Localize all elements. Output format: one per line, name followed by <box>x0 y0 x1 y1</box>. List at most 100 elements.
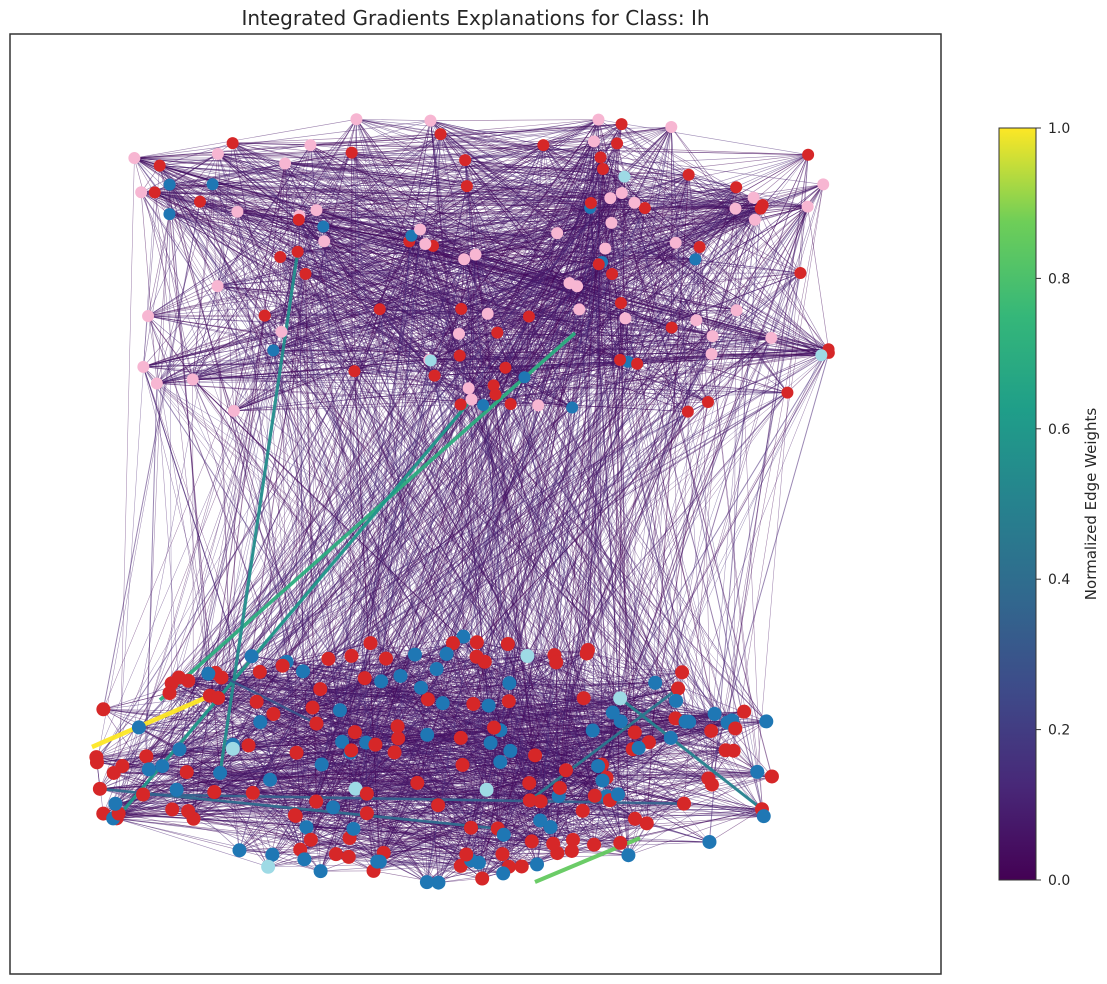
graph-node <box>347 725 362 740</box>
graph-edge <box>192 379 532 842</box>
graph-node <box>241 738 256 753</box>
graph-edge <box>193 818 273 855</box>
graph-edge <box>320 403 511 690</box>
graph-node <box>313 682 328 697</box>
graph-node <box>759 714 774 729</box>
graph-edge <box>524 377 767 722</box>
graph-edge <box>571 808 762 852</box>
graph-node <box>496 827 511 842</box>
graph-edge <box>264 256 281 316</box>
graph-node <box>573 303 586 316</box>
graph-edge <box>193 818 572 852</box>
graph-node <box>378 651 393 666</box>
graph-edge <box>628 808 763 856</box>
graph-edge <box>284 163 312 840</box>
graph-edge <box>470 392 788 828</box>
graph-node <box>295 664 310 679</box>
graph-node <box>681 405 694 418</box>
graph-edge <box>481 820 541 879</box>
graph-edge <box>142 197 754 795</box>
graph-edge <box>143 366 269 867</box>
graph-node <box>611 787 626 802</box>
graph-node <box>292 213 305 226</box>
graph-edge <box>217 285 621 361</box>
graph-node <box>678 714 693 729</box>
graph-edge <box>478 803 685 863</box>
graph-node <box>434 128 447 141</box>
graph-node <box>566 401 579 414</box>
graph-node <box>613 691 628 706</box>
graph-node <box>533 794 548 809</box>
graph-edge <box>154 192 193 380</box>
graph-edge <box>102 201 201 710</box>
graph-node <box>374 674 389 689</box>
colorbar-label: Normalized Edge Weights <box>1082 408 1100 601</box>
graph-edge <box>252 399 472 794</box>
graph-edge <box>273 309 737 715</box>
graph-edge <box>604 248 648 824</box>
graph-edge <box>493 141 595 728</box>
graph-node <box>303 832 318 847</box>
graph-node <box>420 692 435 707</box>
graph-edge <box>296 333 460 753</box>
graph-edge <box>300 198 611 850</box>
graph-node <box>267 344 280 357</box>
graph-edge <box>671 126 736 209</box>
graph-node <box>153 159 166 172</box>
colorbar: 0.0 0.2 0.4 0.6 0.8 1.0 Normalized Edge Weigh… <box>998 121 1100 889</box>
graph-edge <box>146 210 317 757</box>
graph-node <box>585 723 600 738</box>
graph-edge <box>323 226 354 829</box>
graph-edge <box>237 211 474 705</box>
graph-edge <box>543 145 600 265</box>
graph-edge <box>458 232 558 334</box>
graph-edge <box>147 315 323 765</box>
graph-node <box>704 723 719 738</box>
graph-node <box>621 848 636 863</box>
graph-edge <box>310 119 599 146</box>
graph-edge <box>156 248 606 384</box>
graph-edge <box>620 206 809 722</box>
graph-node <box>594 151 607 164</box>
graph-edge <box>555 174 689 663</box>
graph-node <box>106 765 121 780</box>
graph-edge <box>468 388 733 721</box>
graph-edge <box>113 718 676 819</box>
graph-node <box>456 629 471 644</box>
graph-edge <box>232 359 430 749</box>
graph-edge <box>298 219 539 406</box>
graph-node <box>604 192 617 205</box>
graph-node <box>693 240 706 253</box>
graph-edge <box>332 807 428 883</box>
graph-edge <box>299 192 622 217</box>
graph-edge <box>285 163 611 199</box>
graph-node <box>631 357 644 370</box>
graph-edge <box>625 318 689 412</box>
graph-node <box>186 373 199 386</box>
graph-edge <box>281 258 465 333</box>
graph-edge <box>733 184 824 751</box>
graph-edge <box>298 219 380 310</box>
graph-edge <box>436 254 476 670</box>
graph-edge <box>286 145 544 662</box>
highlighted-edge <box>91 695 206 750</box>
graph-edge <box>214 141 595 793</box>
graph-edge <box>154 192 761 209</box>
graph-edge <box>438 878 483 883</box>
graph-node <box>439 646 454 661</box>
graph-edge <box>142 366 305 860</box>
graph-edge <box>736 186 808 207</box>
graph-edge <box>452 403 512 644</box>
graph-edge <box>409 241 764 817</box>
graph-edge <box>316 210 422 688</box>
graph-edge <box>193 815 296 820</box>
graph-node <box>802 148 815 161</box>
graph-edge <box>169 184 491 744</box>
graph-edge <box>192 379 621 722</box>
graph-edge <box>142 392 788 795</box>
graph-node <box>641 735 656 750</box>
graph-edge <box>452 394 496 644</box>
graph-node <box>675 665 690 680</box>
graph-edge <box>552 174 689 844</box>
graph-edge <box>284 163 501 763</box>
